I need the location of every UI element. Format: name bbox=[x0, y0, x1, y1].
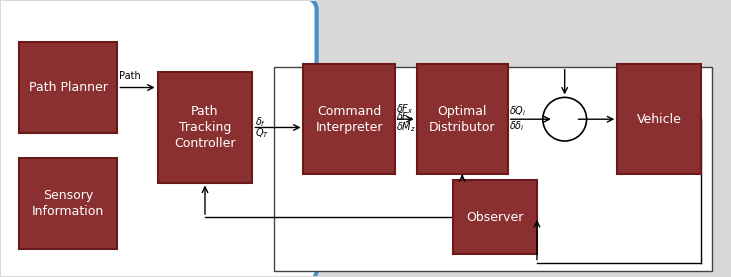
FancyBboxPatch shape bbox=[19, 42, 118, 133]
Text: $\delta M_z$: $\delta M_z$ bbox=[396, 120, 416, 134]
FancyBboxPatch shape bbox=[158, 72, 252, 183]
FancyBboxPatch shape bbox=[274, 67, 712, 271]
FancyBboxPatch shape bbox=[303, 64, 395, 174]
Ellipse shape bbox=[543, 98, 586, 141]
FancyBboxPatch shape bbox=[19, 158, 118, 249]
Text: $Q_T$: $Q_T$ bbox=[254, 126, 269, 140]
Text: $\delta F_y$: $\delta F_y$ bbox=[396, 111, 414, 125]
Text: Path
Tracking
Controller: Path Tracking Controller bbox=[174, 105, 235, 150]
Text: $\delta\delta_i$: $\delta\delta_i$ bbox=[510, 119, 525, 133]
Text: Sensory
Information: Sensory Information bbox=[32, 189, 105, 218]
Text: Observer: Observer bbox=[466, 211, 523, 224]
Text: Optimal
Distributor: Optimal Distributor bbox=[429, 105, 496, 134]
Text: $\delta F_x$: $\delta F_x$ bbox=[396, 103, 414, 116]
FancyBboxPatch shape bbox=[0, 0, 317, 277]
Text: Vehicle: Vehicle bbox=[637, 113, 681, 126]
FancyBboxPatch shape bbox=[617, 64, 701, 174]
FancyBboxPatch shape bbox=[417, 64, 508, 174]
Text: Path: Path bbox=[119, 71, 141, 81]
Text: Path Planner: Path Planner bbox=[29, 81, 107, 94]
Text: $\delta_f$: $\delta_f$ bbox=[254, 115, 266, 129]
FancyBboxPatch shape bbox=[453, 180, 537, 254]
Text: $\delta Q_i$: $\delta Q_i$ bbox=[510, 104, 527, 118]
Text: Command
Interpreter: Command Interpreter bbox=[315, 105, 383, 134]
